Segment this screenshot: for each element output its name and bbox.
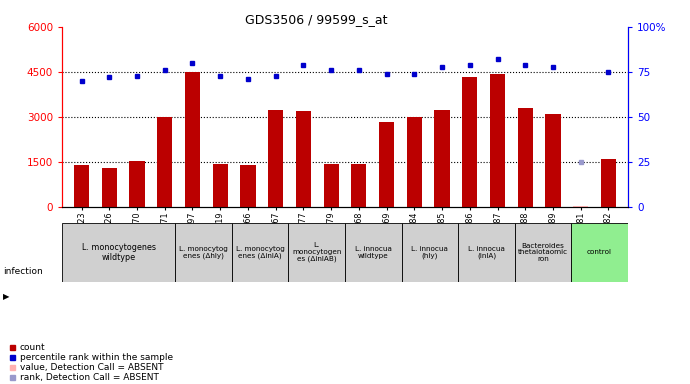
FancyBboxPatch shape bbox=[515, 223, 571, 281]
FancyBboxPatch shape bbox=[175, 223, 232, 281]
Bar bbox=[573, 206, 589, 207]
FancyBboxPatch shape bbox=[345, 223, 402, 281]
Text: L. innocua
(hly): L. innocua (hly) bbox=[411, 246, 449, 259]
Text: rank, Detection Call = ABSENT: rank, Detection Call = ABSENT bbox=[20, 372, 159, 382]
Bar bbox=[185, 72, 200, 207]
Bar bbox=[351, 164, 366, 207]
FancyBboxPatch shape bbox=[402, 223, 458, 281]
Text: ▶: ▶ bbox=[3, 293, 10, 301]
Bar bbox=[296, 111, 311, 207]
Bar bbox=[435, 109, 450, 207]
Text: L. innocua
wildtype: L. innocua wildtype bbox=[355, 246, 392, 259]
Text: value, Detection Call = ABSENT: value, Detection Call = ABSENT bbox=[20, 363, 164, 372]
Bar bbox=[545, 114, 561, 207]
Bar bbox=[268, 109, 284, 207]
Text: control: control bbox=[587, 250, 612, 255]
Text: L. monocytogenes
wildtype: L. monocytogenes wildtype bbox=[81, 243, 156, 262]
Bar bbox=[10, 345, 15, 350]
Bar bbox=[518, 108, 533, 207]
FancyBboxPatch shape bbox=[232, 223, 288, 281]
Bar bbox=[10, 375, 15, 379]
FancyBboxPatch shape bbox=[458, 223, 515, 281]
Bar bbox=[324, 164, 339, 207]
FancyBboxPatch shape bbox=[571, 223, 628, 281]
Bar bbox=[101, 168, 117, 207]
Bar bbox=[462, 76, 477, 207]
Bar bbox=[213, 164, 228, 207]
FancyBboxPatch shape bbox=[62, 223, 175, 281]
Text: L. monocytog
enes (ΔinlA): L. monocytog enes (ΔinlA) bbox=[236, 246, 284, 259]
Title: GDS3506 / 99599_s_at: GDS3506 / 99599_s_at bbox=[246, 13, 388, 26]
Bar bbox=[406, 117, 422, 207]
Bar bbox=[74, 165, 89, 207]
Text: L. monocytog
enes (Δhly): L. monocytog enes (Δhly) bbox=[179, 246, 228, 259]
Text: L. innocua
(inlA): L. innocua (inlA) bbox=[468, 246, 505, 259]
Text: infection: infection bbox=[3, 267, 43, 276]
Text: percentile rank within the sample: percentile rank within the sample bbox=[20, 353, 173, 362]
Text: Bacteroides
thetaiotaomic
ron: Bacteroides thetaiotaomic ron bbox=[518, 243, 568, 262]
Bar bbox=[379, 122, 394, 207]
Bar bbox=[157, 117, 172, 207]
Text: L.
monocytogen
es (ΔinlAB): L. monocytogen es (ΔinlAB) bbox=[292, 242, 342, 263]
Text: count: count bbox=[20, 343, 46, 352]
Bar bbox=[129, 161, 145, 207]
Bar bbox=[10, 355, 15, 360]
Bar bbox=[10, 365, 15, 370]
Bar bbox=[490, 73, 505, 207]
Bar bbox=[240, 165, 255, 207]
Bar bbox=[601, 159, 616, 207]
FancyBboxPatch shape bbox=[288, 223, 345, 281]
